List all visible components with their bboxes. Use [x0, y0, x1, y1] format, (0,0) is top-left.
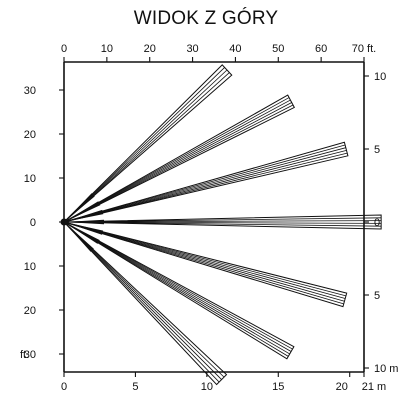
top-axis-tick-label: 30 — [186, 43, 198, 55]
left-axis-tick-label: 30 — [24, 349, 36, 361]
beam-outline — [63, 141, 349, 223]
beam-zone-line — [63, 221, 344, 305]
left-axis-tick-label: 0 — [30, 217, 36, 229]
beam-zone-line — [63, 221, 293, 350]
beam-zone-line — [63, 221, 289, 357]
bottom-axis-tick-label: 0 — [61, 381, 67, 393]
beam-zone-line — [63, 149, 347, 223]
beam-1 — [63, 64, 233, 223]
beam-zone-line — [63, 144, 346, 223]
bottom-axis-tick-label: 20 — [336, 381, 348, 393]
top-axis-tick-label: 70 ft. — [352, 43, 376, 55]
left-axis-tick-label: 30 — [24, 85, 36, 97]
bottom-axis-tick-label: 21 m — [362, 381, 386, 393]
beam-zone-line — [63, 102, 292, 223]
right-axis-tick-label: 10 m — [374, 363, 398, 375]
beam-zone-line — [63, 220, 382, 223]
beam-zone-line — [63, 147, 346, 223]
bottom-axis-tick-label: 5 — [132, 381, 138, 393]
top-axis-tick-label: 60 — [315, 43, 327, 55]
beam-origin-shade — [64, 193, 95, 222]
left-axis-tick-label: 20 — [24, 305, 36, 317]
beam-zone-line — [63, 152, 348, 223]
beam-zone-line — [63, 99, 291, 223]
beam-3 — [63, 141, 349, 223]
beam-zone-line — [63, 221, 382, 224]
beam-5 — [63, 221, 348, 308]
beam-zone-line — [63, 221, 345, 302]
top-axis-tick-label: 10 — [101, 43, 113, 55]
left-axis-tick-label: 20 — [24, 129, 36, 141]
bottom-axis-tick-label: 15 — [272, 381, 284, 393]
beam-zone-line — [63, 217, 382, 223]
top-axis-tick-label: 20 — [144, 43, 156, 55]
beam-zone-line — [63, 221, 292, 352]
beam-7 — [63, 221, 228, 386]
beam-origin-shade — [64, 222, 94, 252]
top-axis-tick-label: 0 — [61, 43, 67, 55]
beam-4 — [63, 214, 382, 230]
right-axis-tick-label: 0 — [374, 217, 380, 229]
beams-layer — [60, 64, 382, 386]
beam-zone-line — [63, 221, 382, 227]
right-axis-tick-label: 5 — [374, 290, 380, 302]
beam-outline — [63, 221, 348, 308]
right-axis-tick-label: 5 — [374, 144, 380, 156]
beam-origin-shade — [64, 219, 104, 225]
ticks-layer: 0 10 20 30 40 50 60 70 ft.0 5 10 15 20 21 m302010010… — [20, 43, 398, 393]
beam-origin-shade — [64, 222, 100, 244]
beam-2 — [63, 94, 296, 223]
beam-zone-line — [63, 221, 290, 355]
beam-zone-line — [63, 221, 347, 297]
right-axis-tick-label: 10 — [374, 71, 386, 83]
top-axis-tick-label: 50 — [272, 43, 284, 55]
left-axis-tick-label: 10 — [24, 173, 36, 185]
beam-zone-line — [63, 104, 294, 223]
beam-zone-line — [63, 221, 346, 299]
axes-layer — [63, 61, 365, 373]
beam-zone-line — [63, 97, 290, 223]
diagram-title: WIDOK Z GÓRY — [133, 8, 279, 29]
beam-6 — [63, 221, 295, 360]
left-axis-unit-label: ft. — [20, 349, 29, 361]
left-axis-tick-label: 10 — [24, 261, 36, 273]
top-axis-tick-label: 40 — [229, 43, 241, 55]
beam-origin-shade — [64, 222, 104, 235]
bottom-axis-tick-label: 10 — [201, 381, 213, 393]
beam-origin-shade — [64, 209, 104, 222]
beam-origin-shade — [64, 201, 101, 222]
